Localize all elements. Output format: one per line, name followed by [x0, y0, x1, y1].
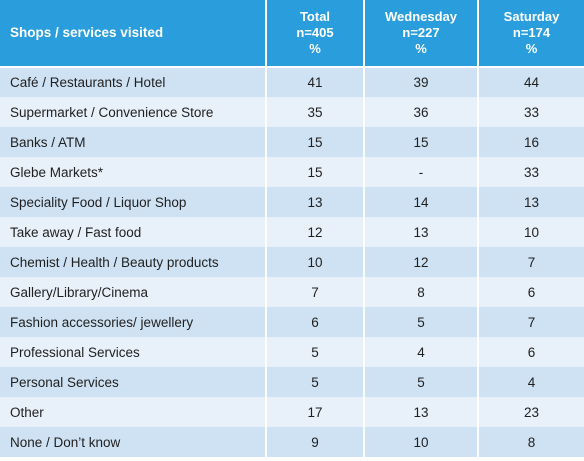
total-value-cell: 5 — [266, 367, 365, 397]
wednesday-value-cell: 5 — [364, 367, 479, 397]
saturday-value-cell: 33 — [478, 157, 584, 187]
table-row: Take away / Fast food 12 13 10 — [0, 217, 584, 247]
table-row: None / Don’t know 9 10 8 — [0, 427, 584, 457]
table-row: Fashion accessories/ jewellery 6 5 7 — [0, 307, 584, 337]
total-value-cell: 9 — [266, 427, 365, 457]
wednesday-value-cell: 5 — [364, 307, 479, 337]
saturday-value-cell: 4 — [478, 367, 584, 397]
row-label: Café / Restaurants / Hotel — [0, 67, 267, 97]
table-row: Personal Services 5 5 4 — [0, 367, 584, 397]
table-row: Other 17 13 23 — [0, 397, 584, 427]
total-value-cell: 17 — [266, 397, 365, 427]
wednesday-value-cell: 15 — [364, 127, 479, 157]
table-row: Café / Restaurants / Hotel 41 39 44 — [0, 67, 584, 97]
header-line: % — [309, 41, 321, 56]
row-label: Other — [0, 397, 267, 427]
wednesday-value-cell: 4 — [364, 337, 479, 367]
header-line: n=227 — [402, 25, 440, 40]
saturday-value-cell: 10 — [478, 217, 584, 247]
row-label: Speciality Food / Liquor Shop — [0, 187, 267, 217]
table-row: Chemist / Health / Beauty products 10 12 7 — [0, 247, 584, 277]
total-value-cell: 35 — [266, 97, 365, 127]
column-header-wednesday: Wednesday n=227 % — [364, 0, 479, 68]
total-value-cell: 7 — [266, 277, 365, 307]
table-row: Speciality Food / Liquor Shop 13 14 13 — [0, 187, 584, 217]
saturday-value-cell: 8 — [478, 427, 584, 457]
total-value-cell: 15 — [266, 127, 365, 157]
wednesday-value-cell: 36 — [364, 97, 479, 127]
row-label: Gallery/Library/Cinema — [0, 277, 267, 307]
table-row: Supermarket / Convenience Store 35 36 33 — [0, 97, 584, 127]
header-line: Wednesday — [384, 9, 457, 24]
header-line: Total — [299, 9, 331, 24]
column-header-saturday: Saturday n=174 % — [478, 0, 584, 68]
row-label: Fashion accessories/ jewellery — [0, 307, 267, 337]
saturday-value-cell: 33 — [478, 97, 584, 127]
saturday-value-cell: 23 — [478, 397, 584, 427]
header-row: Shops / services visited Total n=405 % W… — [0, 0, 584, 68]
total-value-cell: 5 — [266, 337, 365, 367]
wednesday-value-cell: 12 — [364, 247, 479, 277]
saturday-value-cell: 7 — [478, 247, 584, 277]
total-value-cell: 13 — [266, 187, 365, 217]
saturday-value-cell: 7 — [478, 307, 584, 337]
saturday-value-cell: 44 — [478, 67, 584, 97]
header-line: % — [525, 41, 538, 56]
saturday-value-cell: 6 — [478, 277, 584, 307]
table-row: Professional Services 5 4 6 — [0, 337, 584, 367]
wednesday-value-cell: 10 — [364, 427, 479, 457]
table-row: Banks / ATM 15 15 16 — [0, 127, 584, 157]
wednesday-value-cell: 13 — [364, 397, 479, 427]
wednesday-value-cell: 39 — [364, 67, 479, 97]
row-label: Chemist / Health / Beauty products — [0, 247, 267, 277]
row-label: None / Don’t know — [0, 427, 267, 457]
row-label: Take away / Fast food — [0, 217, 267, 247]
row-label: Supermarket / Convenience Store — [0, 97, 267, 127]
saturday-value-cell: 16 — [478, 127, 584, 157]
row-label: Professional Services — [0, 337, 267, 367]
total-value-cell: 12 — [266, 217, 365, 247]
table-body: Café / Restaurants / Hotel 41 39 44 Supermar… — [0, 67, 584, 457]
wednesday-value-cell: 14 — [364, 187, 479, 217]
saturday-value-cell: 13 — [478, 187, 584, 217]
table-row: Gallery/Library/Cinema 7 8 6 — [0, 277, 584, 307]
column-header-total: Total n=405 % — [266, 0, 365, 68]
header-line: % — [415, 41, 427, 56]
wednesday-value-cell: 8 — [364, 277, 479, 307]
row-label: Glebe Markets* — [0, 157, 267, 187]
wednesday-value-cell: - — [364, 157, 479, 187]
table-row: Glebe Markets* 15-33 — [0, 157, 584, 187]
header-line: Saturday — [503, 9, 560, 24]
saturday-value-cell: 6 — [478, 337, 584, 367]
row-label: Personal Services — [0, 367, 267, 397]
total-value-cell: 10 — [266, 247, 365, 277]
header-line: n=174 — [512, 25, 551, 40]
header-line: n=405 — [296, 25, 334, 40]
row-label: Banks / ATM — [0, 127, 267, 157]
wednesday-value-cell: 13 — [364, 217, 479, 247]
total-value-cell: 15 — [266, 157, 365, 187]
total-value-cell: 6 — [266, 307, 365, 337]
total-value-cell: 41 — [266, 67, 365, 97]
column-header-category: Shops / services visited — [0, 0, 267, 68]
